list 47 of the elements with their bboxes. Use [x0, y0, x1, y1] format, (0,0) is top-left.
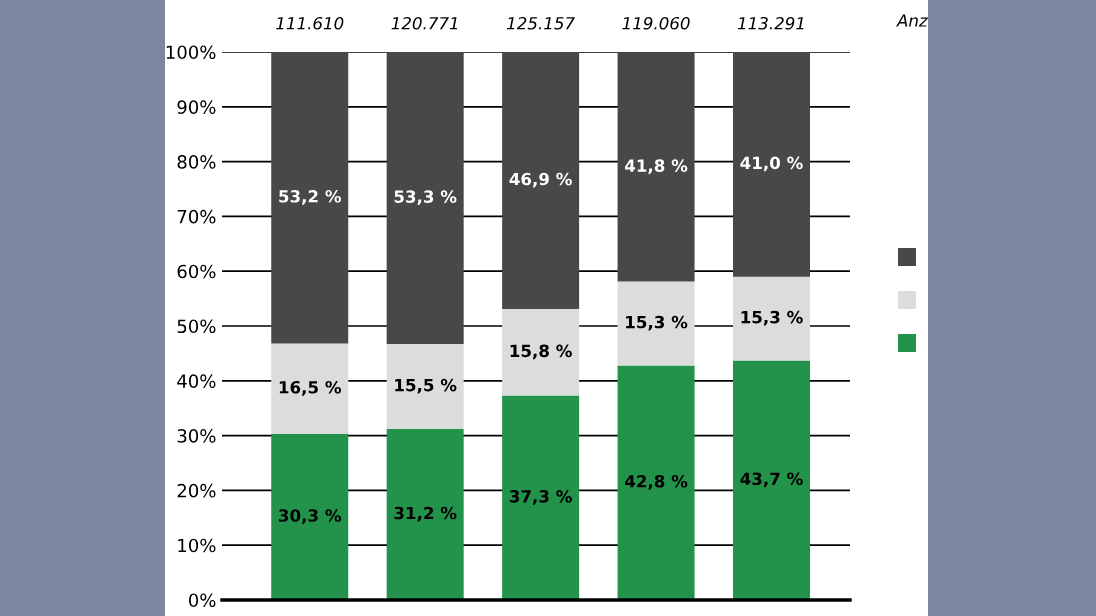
- bar: [733, 360, 810, 600]
- data-label: 46,9 %: [509, 172, 572, 188]
- text: 113.291: [737, 16, 804, 30]
- data-label: 41,8 %: [625, 159, 688, 175]
- data-label: 15,3 %: [626, 315, 688, 331]
- bar: [386, 344, 464, 430]
- text: 120.771: [391, 16, 458, 30]
- data-label: 53,3 %: [394, 190, 457, 206]
- y-tick-label: 90%: [177, 100, 216, 114]
- data-label: 41,0 %: [740, 156, 803, 172]
- data-label: 30,3 %: [279, 509, 342, 524]
- text: 111.610: [276, 16, 344, 30]
- bar: [271, 343, 349, 434]
- bar: [617, 281, 695, 366]
- y-tick-label: 50%: [177, 319, 216, 334]
- data-label: 15,5 %: [395, 378, 457, 394]
- data-label: 31,2 %: [394, 506, 457, 522]
- data-label: 42,8 %: [625, 474, 688, 490]
- data-label: 43,7 %: [740, 472, 803, 488]
- bar: [271, 433, 349, 600]
- y-tick-label: 20%: [177, 483, 216, 498]
- bar: [271, 52, 349, 344]
- data-label: 37,3 %: [509, 490, 572, 505]
- text: Anz: [896, 14, 929, 27]
- bar: [386, 52, 464, 345]
- y-tick-label: 60%: [177, 264, 216, 279]
- y-tick-label: 80%: [177, 155, 216, 169]
- text: 125.157: [506, 16, 575, 30]
- y-tick-label: 0%: [188, 593, 216, 608]
- data-label: 53,2 %: [279, 190, 342, 205]
- bar: [502, 309, 580, 396]
- bar: [617, 52, 695, 282]
- data-label: 16,5 %: [279, 380, 342, 396]
- text: 119.060: [622, 16, 690, 30]
- bar: [502, 395, 580, 600]
- bar: [386, 429, 464, 600]
- data-label: 15,3 %: [741, 310, 803, 326]
- data-label: 15,8 %: [510, 344, 572, 360]
- y-tick-label: 100%: [166, 45, 216, 60]
- bar: [502, 52, 580, 310]
- y-tick-label: 70%: [177, 209, 216, 224]
- bar: [617, 365, 695, 600]
- y-tick-label: 30%: [177, 429, 216, 443]
- bar: [733, 276, 810, 361]
- y-tick-label: 10%: [178, 538, 216, 553]
- y-tick-label: 40%: [177, 374, 216, 388]
- bar: [733, 52, 810, 277]
